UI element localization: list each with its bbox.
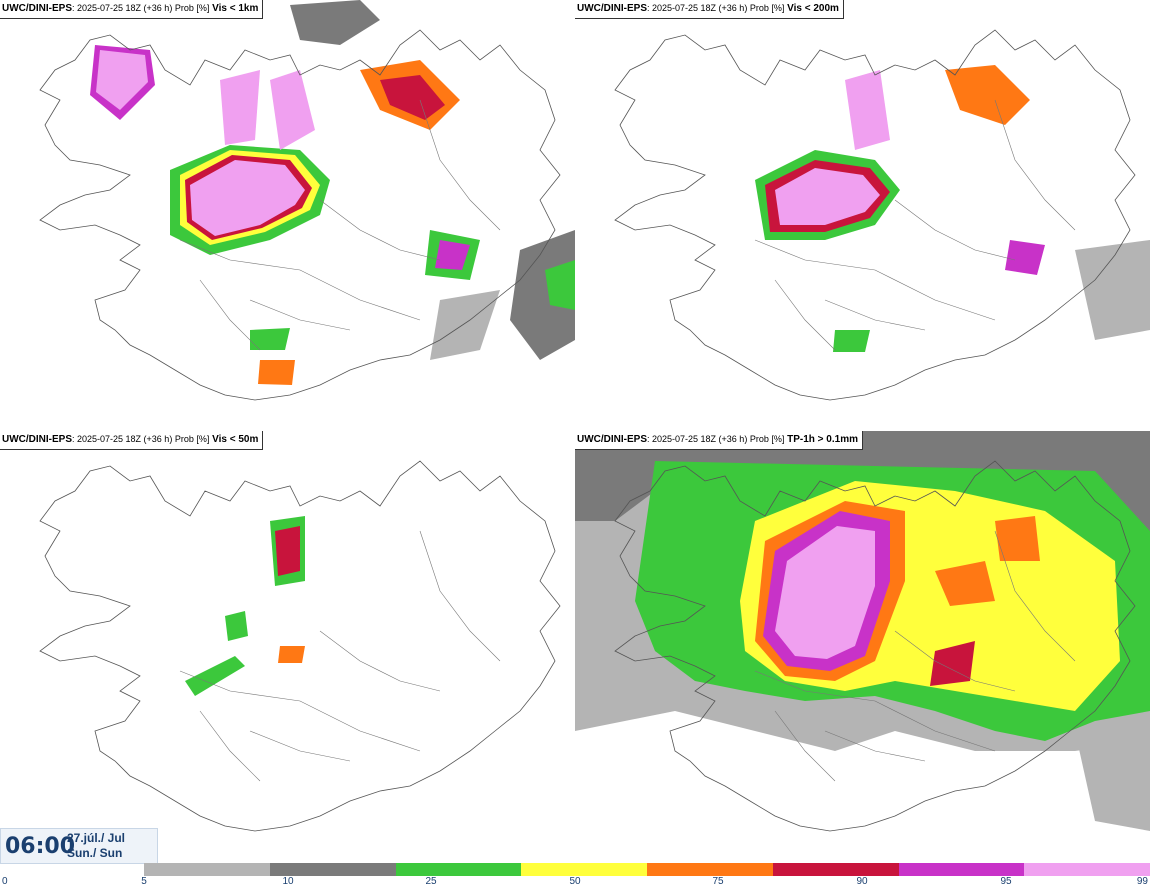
- colorbar-tick-label: 99: [1136, 876, 1148, 887]
- map-panel-vis-50m: UWC/DINI-EPS: 2025-07-25 18Z (+36 h) Pro…: [0, 431, 575, 862]
- probability-map: [0, 431, 575, 862]
- valid-time-box: 06:00 27.júl./ Jul Sun./ Sun: [0, 828, 158, 864]
- colorbar-segment: [898, 863, 1025, 876]
- colorbar-tick-label: 90: [856, 876, 868, 887]
- colorbar-tick-label: 0: [2, 876, 8, 887]
- colorbar-segment: [144, 863, 270, 876]
- valid-time-clock: 06:00: [5, 834, 76, 859]
- panel-title: UWC/DINI-EPS: 2025-07-25 18Z (+36 h) Pro…: [575, 431, 863, 450]
- map-panel-vis-1km: UWC/DINI-EPS: 2025-07-25 18Z (+36 h) Pro…: [0, 0, 575, 431]
- panel-title: UWC/DINI-EPS: 2025-07-25 18Z (+36 h) Pro…: [575, 0, 844, 19]
- probability-map: [575, 431, 1150, 862]
- valid-date-line2: Sun./ Sun: [67, 846, 123, 860]
- probability-colorbar: [144, 863, 1150, 876]
- map-panel-precip: UWC/DINI-EPS: 2025-07-25 18Z (+36 h) Pro…: [575, 431, 1150, 862]
- panel-title: UWC/DINI-EPS: 2025-07-25 18Z (+36 h) Pro…: [0, 431, 264, 450]
- probability-map: [575, 0, 1150, 431]
- colorbar-segment: [395, 863, 522, 876]
- panel-title: UWC/DINI-EPS: 2025-07-25 18Z (+36 h) Pro…: [0, 0, 264, 19]
- colorbar-tick-label: 75: [712, 876, 724, 887]
- colorbar-segment: [269, 863, 396, 876]
- colorbar-segment: [772, 863, 899, 876]
- colorbar-tick-label: 25: [425, 876, 437, 887]
- colorbar-ticks: 0 5 10 25 50 75 90 95 99: [0, 876, 1150, 891]
- colorbar-segment: [521, 863, 647, 876]
- valid-date-line1: 27.júl./ Jul: [67, 831, 126, 845]
- colorbar-tick-label: 95: [1000, 876, 1012, 887]
- colorbar-segment: [1024, 863, 1150, 876]
- map-panel-vis-200m: UWC/DINI-EPS: 2025-07-25 18Z (+36 h) Pro…: [575, 0, 1150, 431]
- colorbar-tick-label: 50: [569, 876, 581, 887]
- colorbar-segment: [647, 863, 773, 876]
- colorbar-tick-label: 10: [282, 876, 294, 887]
- colorbar-tick-label: 5: [141, 876, 147, 887]
- probability-map: [0, 0, 575, 431]
